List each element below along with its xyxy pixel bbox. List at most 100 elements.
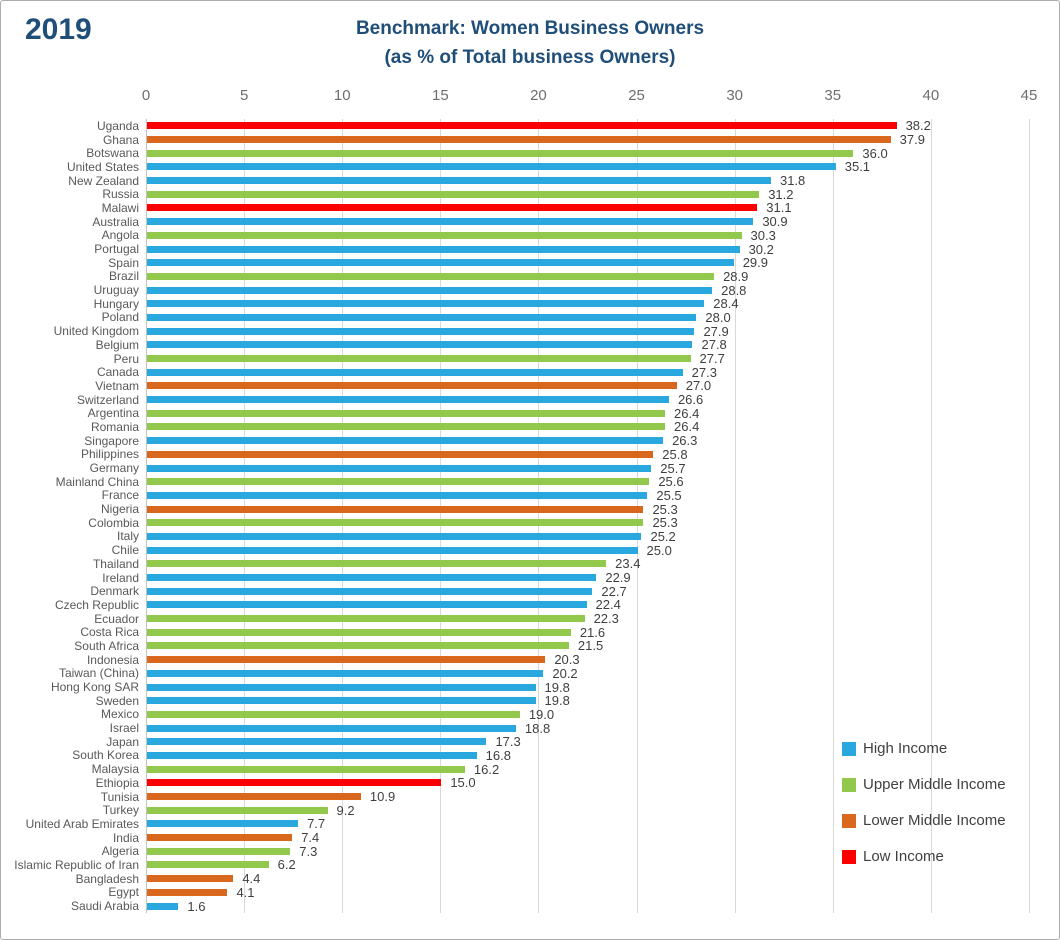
bar-segment [147, 601, 587, 609]
bar-segment [147, 286, 713, 294]
bar-segment [147, 122, 897, 130]
gridline [636, 119, 638, 913]
bar-row: Hong Kong SAR 19.8 [1, 679, 1059, 695]
bar-row: Vietnam 27.0 [1, 378, 1059, 393]
bar-segment [147, 532, 642, 540]
x-tick-label: 30 [726, 87, 743, 104]
value-label: 31.1 [766, 200, 792, 216]
gridline [146, 119, 147, 913]
value-label: 26.4 [674, 419, 700, 435]
bar-segment [147, 245, 740, 253]
country-label: Uganda [96, 118, 139, 133]
country-label: Hong Kong SAR [50, 680, 139, 695]
value-label: 19.8 [544, 679, 570, 695]
x-tick-label: 25 [628, 87, 645, 104]
value-label: 28.4 [713, 296, 739, 312]
value-label: 9.2 [336, 802, 355, 818]
legend-label: Lower Middle Income [863, 812, 1006, 829]
bar-row: Uruguay 28.8 [1, 283, 1059, 298]
value-label: 22.4 [595, 597, 621, 613]
country-label: Portugal [94, 242, 139, 257]
value-label: 20.2 [552, 665, 578, 681]
country-label: Indonesia [86, 652, 139, 667]
value-label: 6.2 [277, 857, 296, 873]
bar-row: Ecuador 22.3 [1, 611, 1059, 626]
bar-segment [147, 259, 734, 267]
country-label: Denmark [90, 584, 139, 599]
chart-subtitle: (as % of Total business Owners) [384, 47, 676, 68]
bar-segment [147, 204, 758, 212]
bar-row: New Zealand 31.8 [1, 173, 1059, 188]
country-label: Nigeria [100, 502, 139, 517]
country-label: Czech Republic [54, 597, 139, 612]
value-label: 35.1 [844, 159, 871, 175]
value-label: 27.8 [701, 337, 727, 353]
legend-swatch [842, 741, 856, 756]
bar-segment [147, 628, 571, 636]
bar-row: United Arab Emirates 7.7 [1, 816, 1059, 832]
country-label: Italy [116, 529, 139, 544]
bar-row: Ireland 22.9 [1, 570, 1059, 586]
value-label: 22.9 [605, 570, 631, 586]
bar-segment [147, 163, 836, 171]
bar-segment [147, 847, 291, 855]
country-label: Peru [113, 351, 139, 366]
bar-segment [147, 382, 677, 390]
country-label: Thailand [92, 556, 139, 571]
legend-item: High Income [842, 740, 1006, 757]
legend-swatch [842, 813, 856, 828]
bar-segment [147, 751, 477, 759]
country-label: Philippines [80, 447, 139, 462]
bar-row: Czech Republic 22.4 [1, 597, 1059, 613]
legend-swatch [842, 777, 856, 792]
x-tick-label: 40 [922, 87, 940, 104]
value-label: 7.7 [307, 816, 326, 832]
bar-segment [147, 505, 644, 513]
bar-segment [147, 793, 361, 801]
bar-segment [147, 368, 683, 376]
bar-row: Chile 25.0 [1, 543, 1059, 558]
country-label: Belgium [95, 337, 139, 352]
bar-row: Russia 31.2 [1, 187, 1059, 202]
bar-row: Argentina 26.4 [1, 406, 1059, 421]
value-label: 25.6 [658, 474, 684, 490]
bar-row: Bangladesh 4.4 [1, 871, 1059, 887]
value-label: 21.5 [577, 638, 604, 654]
value-label: 25.2 [650, 528, 676, 544]
x-tick-label: 35 [824, 87, 842, 104]
bar-row: Mainland China 25.6 [1, 474, 1059, 490]
chart-title: Benchmark: Women Business Owners [355, 18, 705, 39]
value-label: 27.3 [691, 364, 717, 380]
bar-segment [147, 190, 760, 198]
bar-segment [147, 779, 442, 787]
plot-area [146, 119, 1030, 913]
bar-segment [147, 888, 228, 896]
bar-row: Sweden 19.8 [1, 693, 1059, 708]
bar-segment [147, 834, 293, 842]
bar-segment [147, 464, 652, 472]
chart-title-block: Benchmark: Women Business Owners (as % o… [1, 14, 1059, 72]
country-label: South Korea [72, 748, 139, 763]
x-tick-label: 45 [1020, 87, 1038, 104]
country-label: Colombia [88, 515, 139, 530]
country-label: Germany [89, 461, 139, 476]
value-label: 25.8 [662, 446, 688, 462]
bar-row: South Africa 21.5 [1, 638, 1059, 654]
country-label: Mexico [100, 707, 139, 722]
country-label: South Africa [74, 638, 139, 653]
bar-row: Islamic Republic of Iran 6.2 [1, 857, 1059, 873]
bar-segment [147, 806, 328, 814]
bar-row: Spain 29.9 [1, 255, 1059, 270]
country-label: Islamic Republic of Iran [14, 857, 139, 872]
bar-row: Poland 28.0 [1, 310, 1059, 325]
country-label: Japan [106, 734, 139, 749]
bar-segment [147, 710, 520, 718]
bar-segment [147, 656, 546, 664]
bar-segment [147, 313, 697, 321]
country-label: Singapore [84, 433, 139, 448]
value-label: 4.4 [242, 871, 261, 887]
gridline [538, 119, 540, 913]
bar-segment [147, 669, 544, 677]
bar-segment [147, 231, 742, 239]
gridline [1029, 119, 1030, 913]
